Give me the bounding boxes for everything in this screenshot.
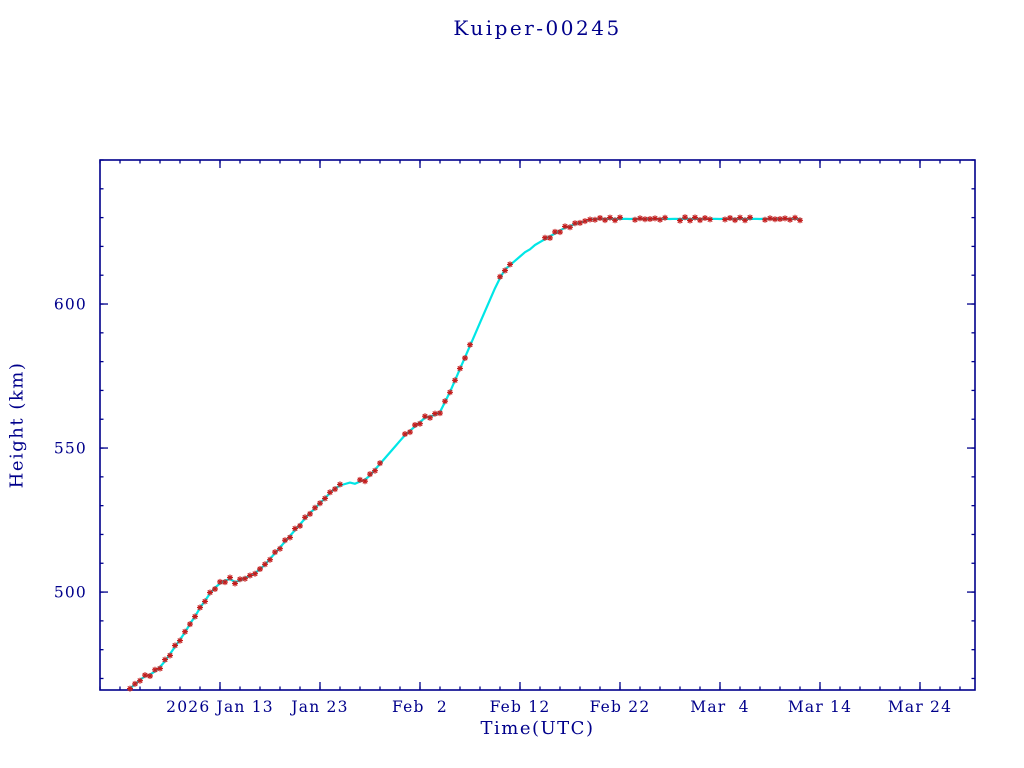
svg-text:2026 Jan 13: 2026 Jan 13 — [166, 698, 274, 716]
svg-text:550: 550 — [54, 440, 87, 458]
svg-text:Mar 4: Mar 4 — [690, 698, 749, 716]
svg-text:Feb 12: Feb 12 — [490, 698, 551, 716]
svg-text:Mar 24: Mar 24 — [888, 698, 952, 716]
x-axis-label: Time(UTC) — [480, 718, 595, 739]
plot-title: Kuiper-00245 — [453, 16, 622, 40]
svg-text:Feb 2: Feb 2 — [392, 698, 448, 716]
svg-text:Feb 22: Feb 22 — [590, 698, 651, 716]
svg-text:Jan 23: Jan 23 — [289, 698, 348, 716]
svg-text:500: 500 — [54, 584, 87, 602]
svg-text:600: 600 — [54, 296, 87, 314]
svg-text:Mar 14: Mar 14 — [788, 698, 852, 716]
